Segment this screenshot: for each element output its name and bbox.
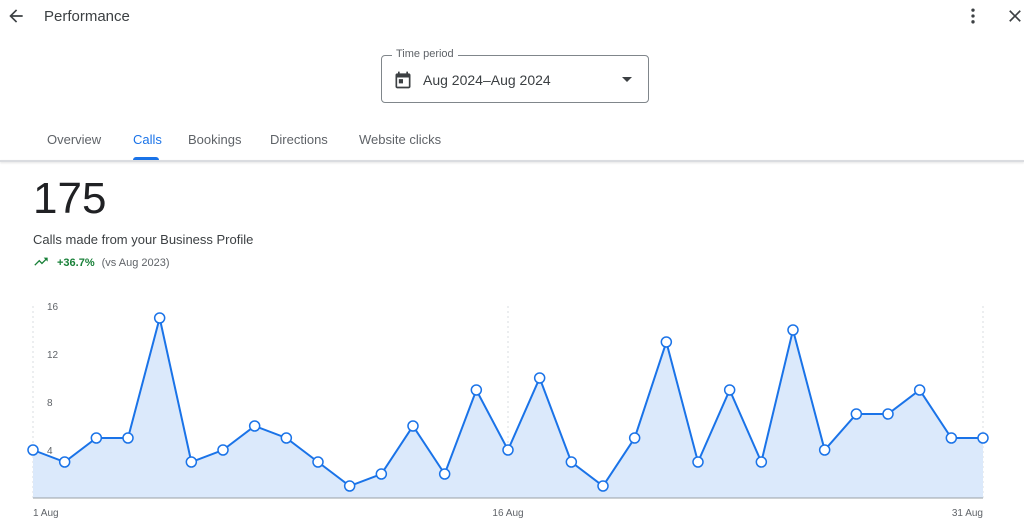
header-divider xyxy=(0,160,1024,162)
y-tick-label: 12 xyxy=(47,350,59,361)
data-point xyxy=(661,337,671,347)
close-icon xyxy=(1005,6,1024,26)
data-point xyxy=(788,325,798,335)
back-button[interactable] xyxy=(4,4,28,28)
trending-up-icon xyxy=(33,257,49,269)
data-point xyxy=(946,433,956,443)
time-period-value: Aug 2024–Aug 2024 xyxy=(423,72,551,88)
data-point xyxy=(440,469,450,479)
tab-bar: Overview Calls Bookings Directions Websi… xyxy=(0,124,1024,160)
tab-website-clicks[interactable]: Website clicks xyxy=(359,132,441,147)
data-point xyxy=(725,385,735,395)
dropdown-arrow-icon xyxy=(622,76,632,84)
time-period-select[interactable]: Time period Aug 2024–Aug 2024 xyxy=(381,55,649,103)
data-point xyxy=(281,433,291,443)
data-point xyxy=(915,385,925,395)
data-point xyxy=(883,409,893,419)
y-tick-label: 8 xyxy=(47,398,53,409)
data-point xyxy=(598,481,608,491)
data-point xyxy=(155,313,165,323)
data-point xyxy=(851,409,861,419)
change-percent: +36.7% xyxy=(57,257,95,269)
data-point xyxy=(91,433,101,443)
calls-chart: 4 8 12 16 1 Aug 16 Aug 31 Aug xyxy=(0,290,1024,522)
data-point xyxy=(566,457,576,467)
data-point xyxy=(471,385,481,395)
data-point xyxy=(820,445,830,455)
data-point xyxy=(408,421,418,431)
data-point xyxy=(693,457,703,467)
x-tick-label: 1 Aug xyxy=(33,508,59,519)
y-tick-label: 16 xyxy=(47,302,59,313)
data-point xyxy=(218,445,228,455)
comparison-period: (vs Aug 2023) xyxy=(102,257,170,269)
tab-bookings[interactable]: Bookings xyxy=(188,132,241,147)
data-point xyxy=(756,457,766,467)
data-point xyxy=(186,457,196,467)
x-tick-label: 16 Aug xyxy=(492,508,523,519)
data-point xyxy=(503,445,513,455)
tab-directions[interactable]: Directions xyxy=(270,132,328,147)
tab-overview[interactable]: Overview xyxy=(47,132,101,147)
more-options-button[interactable] xyxy=(962,4,984,28)
data-point xyxy=(250,421,260,431)
change-summary: +36.7% (vs Aug 2023) xyxy=(33,255,170,271)
y-tick-label: 4 xyxy=(47,446,53,457)
data-point xyxy=(60,457,70,467)
data-point xyxy=(28,445,38,455)
calendar-icon xyxy=(393,70,413,90)
arrow-back-icon xyxy=(6,6,26,26)
close-button[interactable] xyxy=(1003,4,1024,28)
total-calls-value: 175 xyxy=(33,174,106,224)
tab-calls[interactable]: Calls xyxy=(133,132,162,147)
data-point xyxy=(123,433,133,443)
metric-description: Calls made from your Business Profile xyxy=(33,232,253,247)
page-title: Performance xyxy=(44,8,130,25)
data-point xyxy=(535,373,545,383)
top-bar: Performance xyxy=(0,0,1024,34)
x-tick-label: 31 Aug xyxy=(952,508,983,519)
more-vert-icon xyxy=(963,6,983,26)
time-period-label: Time period xyxy=(392,48,458,60)
data-point xyxy=(630,433,640,443)
data-point xyxy=(376,469,386,479)
data-point xyxy=(345,481,355,491)
data-point xyxy=(313,457,323,467)
data-point xyxy=(978,433,988,443)
